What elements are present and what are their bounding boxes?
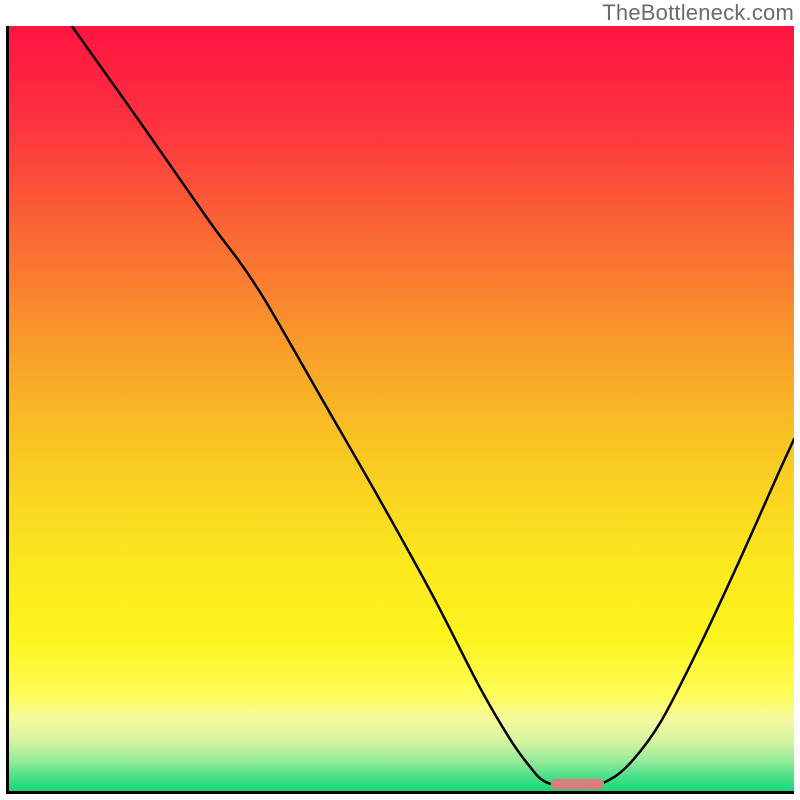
optimum-marker bbox=[551, 779, 604, 790]
plot-axes-frame bbox=[6, 26, 794, 794]
watermark-text: TheBottleneck.com bbox=[602, 0, 794, 26]
bottleneck-curve-chart bbox=[9, 26, 794, 791]
chart-container: TheBottleneck.com bbox=[0, 0, 800, 800]
plot-area bbox=[9, 26, 794, 791]
gradient-background bbox=[9, 26, 794, 791]
